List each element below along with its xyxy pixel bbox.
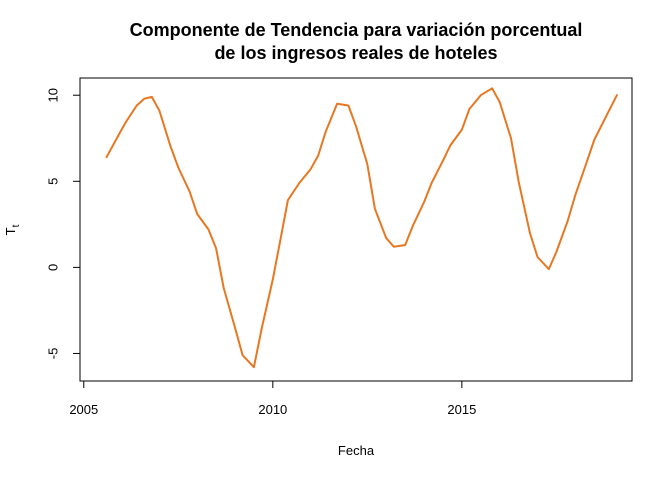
x-tick-label: 2015 <box>447 402 476 417</box>
x-axis-label: Fecha <box>338 443 375 458</box>
y-tick-label: 0 <box>46 264 61 271</box>
y-axis: -5 0 5 10 <box>46 88 81 359</box>
y-axis-label: Tt <box>3 224 22 235</box>
y-tick-label: -5 <box>46 348 61 360</box>
series-layer <box>105 87 618 369</box>
x-axis: 2005 2010 2015 <box>69 380 476 417</box>
y-tick-label: 5 <box>46 178 61 185</box>
y-axis-label-main: T <box>3 227 18 235</box>
y-axis-label-subscript: t <box>11 224 22 227</box>
chart-title-line-2: de los ingresos reales de hoteles <box>214 43 497 63</box>
y-tick-label: 10 <box>46 88 61 102</box>
trend-series-line <box>105 87 618 369</box>
x-tick-label: 2010 <box>258 402 287 417</box>
chart-title-line-1: Componente de Tendencia para variación p… <box>130 20 583 40</box>
x-tick-label: 2005 <box>69 402 98 417</box>
